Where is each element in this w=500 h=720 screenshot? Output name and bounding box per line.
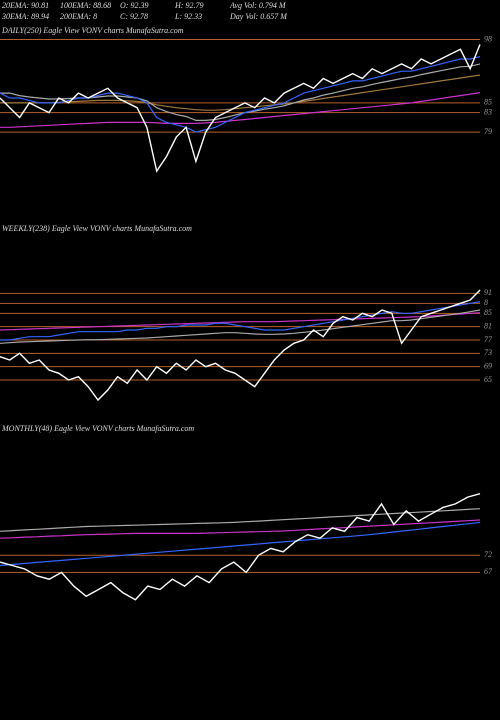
- header-stat: 30EMA: 89.94: [1, 12, 49, 21]
- y-tick-label: 85: [484, 98, 492, 107]
- y-tick-label: 72: [484, 550, 492, 559]
- price-line: [0, 301, 481, 341]
- y-tick-label: 77: [484, 335, 493, 344]
- price-line: [0, 521, 481, 567]
- header-stat: 200EMA: 8: [60, 12, 97, 21]
- y-tick-label: 73: [484, 348, 492, 357]
- header-stat: Avg Vol: 0.794 M: [229, 1, 287, 10]
- y-tick-label: 98: [484, 34, 492, 43]
- price-line: [0, 44, 481, 173]
- price-line: [0, 493, 481, 601]
- price-line: [0, 312, 481, 331]
- header-stat: Day Vol: 0.657 M: [229, 12, 288, 21]
- header-stat: 20EMA: 90.81: [2, 1, 49, 10]
- price-line: [0, 63, 481, 121]
- price-line: [0, 309, 481, 344]
- header-stat: H: 92.79: [174, 1, 203, 10]
- price-line: [0, 74, 481, 111]
- header-stat: L: 92.33: [174, 12, 202, 21]
- y-tick-label: 79: [484, 127, 492, 136]
- price-line: [0, 289, 481, 402]
- price-line: [0, 519, 481, 539]
- price-line: [0, 56, 481, 133]
- price-line: [0, 508, 481, 532]
- y-tick-label: 91: [484, 288, 492, 297]
- header-stat: C: 92.78: [120, 12, 148, 21]
- y-tick-label: 83: [484, 107, 492, 116]
- panel-title: MONTHLY(48) Eagle View VONV charts Munaf…: [1, 424, 194, 433]
- header-stat: 100EMA: 88.68: [60, 1, 111, 10]
- y-tick-label: 81: [484, 321, 492, 330]
- y-tick-label: 69: [484, 361, 492, 370]
- y-tick-label: 65: [484, 375, 492, 384]
- y-tick-label: 8: [484, 298, 488, 307]
- y-tick-label: 67: [484, 567, 493, 576]
- panel-title: WEEKLY(238) Eagle View VONV charts Munaf…: [2, 224, 192, 233]
- header-stat: O: 92.39: [120, 1, 148, 10]
- y-tick-label: 85: [484, 308, 492, 317]
- panel-title: DAILY(250) Eagle View VONV charts Munafa…: [1, 26, 184, 35]
- price-line: [0, 92, 481, 128]
